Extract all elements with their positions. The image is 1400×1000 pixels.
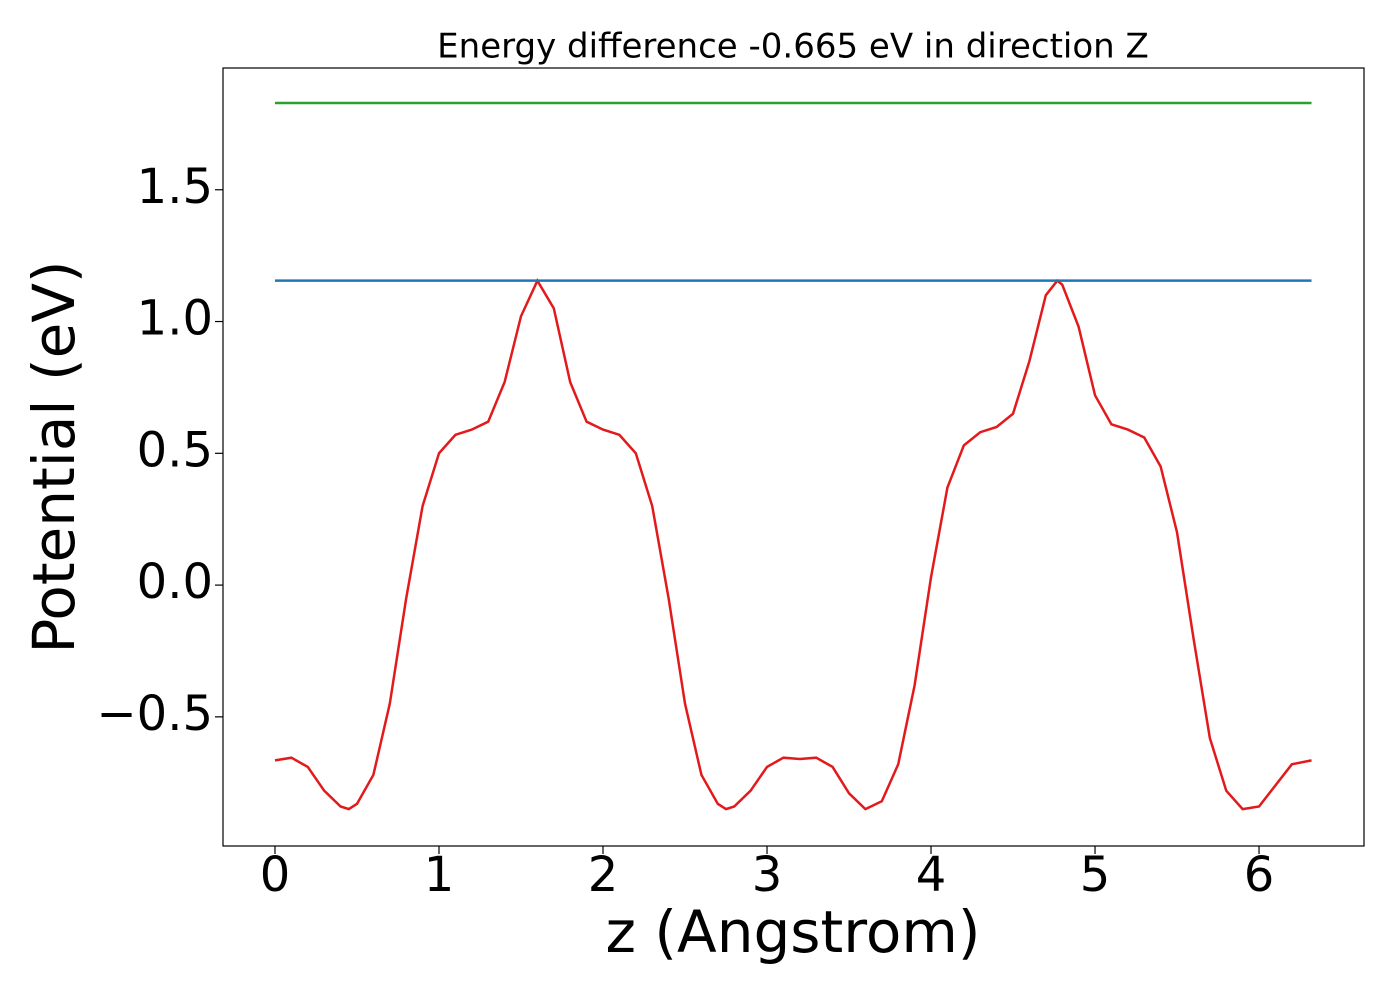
x-tick-label: 3 (752, 847, 783, 903)
y-tick-label: 1.5 (137, 159, 213, 215)
x-tick-label: 6 (1244, 847, 1275, 903)
line-series (274, 277, 1312, 811)
plot-frame (222, 67, 1365, 847)
y-tick-label: 0.5 (137, 422, 213, 478)
y-tick-label: 1.0 (137, 291, 213, 347)
y-tick-label: 0.0 (137, 554, 213, 610)
chart-title: Energy difference -0.665 eV in direction… (437, 27, 1149, 67)
x-tick-label: 5 (1080, 847, 1111, 903)
x-tick-label: 0 (260, 847, 291, 903)
x-tick-label: 4 (916, 847, 947, 903)
y-tick-label: −0.5 (96, 686, 213, 742)
x-axis-label: z (Angstrom) (606, 898, 981, 966)
y-axis-label: Potential (eV) (20, 260, 88, 653)
x-tick-label: 2 (588, 847, 619, 903)
x-tick-label: 1 (424, 847, 455, 903)
